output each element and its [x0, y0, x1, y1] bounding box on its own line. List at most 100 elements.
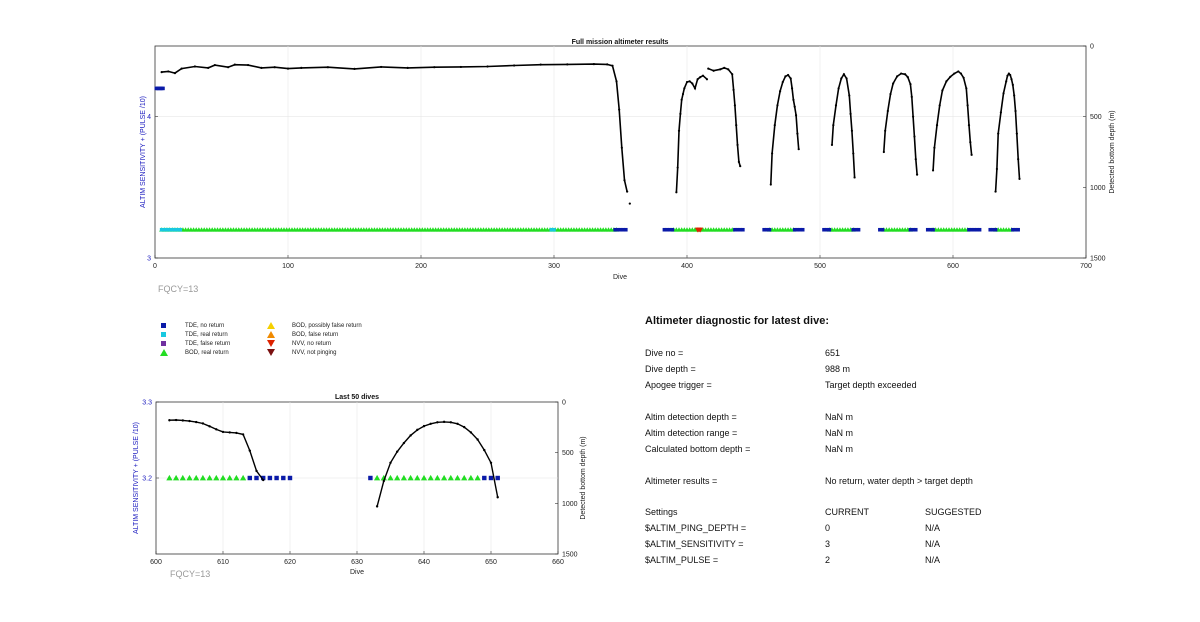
depth-point [1015, 132, 1018, 135]
depth-point [442, 420, 446, 424]
square-marker [662, 227, 667, 232]
square-marker [1011, 227, 1015, 232]
depth-point [1010, 78, 1013, 81]
depth-point [832, 124, 835, 127]
square-marker [281, 475, 286, 481]
diag-label: Altim detection depth = [645, 412, 737, 422]
main-ticks: 0 100 200 300 400 500 600 700 3 4 0 500 1000 1500 [147, 44, 1106, 271]
depth-point [900, 72, 903, 75]
settings-header-suggested: SUGGESTED [925, 507, 982, 517]
depth-point [840, 77, 843, 80]
triangle-up-marker [226, 474, 233, 481]
square-marker [822, 227, 826, 232]
square-marker [616, 227, 620, 232]
last50-x-axis-label: Dive [350, 569, 364, 576]
depth-point [707, 67, 710, 70]
depth-point [195, 420, 198, 424]
depth-point [850, 129, 854, 132]
depth-point [496, 496, 499, 499]
square-marker [911, 227, 915, 232]
depth-point [235, 431, 238, 435]
y-tick-label: 3 [147, 256, 151, 263]
depth-point [676, 166, 679, 169]
depth-point [999, 111, 1002, 114]
setting-name: $ALTIM_PING_DEPTH = [645, 523, 747, 533]
depth-point [769, 183, 772, 186]
depth-point [969, 141, 972, 144]
square-marker [977, 227, 982, 232]
triangle-up-marker [166, 474, 173, 481]
square-marker [482, 475, 487, 481]
depth-point [227, 66, 230, 69]
depth-point [842, 73, 846, 76]
depth-point [375, 505, 379, 508]
square-marker [621, 227, 625, 232]
depth-point [779, 90, 782, 93]
last50-fqcy-label: FQCY=13 [170, 569, 211, 579]
square-marker [972, 227, 977, 232]
main-marks [154, 62, 1021, 233]
depth-point [623, 179, 626, 182]
square-marker [624, 227, 628, 232]
legend-label: NVV, not pinging [292, 350, 337, 356]
square-marker [988, 227, 993, 232]
depth-point [167, 70, 170, 73]
depth-point [849, 112, 852, 115]
depth-point [626, 190, 629, 193]
depth-point [489, 461, 493, 464]
depth-point [882, 150, 885, 154]
square-marker [854, 227, 858, 232]
triangle-down-marker-icon [267, 349, 275, 356]
depth-point [681, 92, 685, 96]
x-tick-label: 700 [1080, 263, 1092, 270]
depth-point [628, 202, 631, 205]
square-marker [1013, 227, 1018, 232]
depth-point [735, 124, 738, 127]
depth-point [160, 71, 163, 74]
diag-label: Apogee trigger = [645, 380, 712, 390]
y-tick-label: 4 [147, 114, 151, 121]
depth-point [789, 77, 792, 80]
x-tick-label: 620 [284, 559, 296, 566]
depth-point [884, 129, 887, 132]
square-marker [287, 475, 293, 481]
depth-point [913, 135, 916, 138]
depth-point [207, 66, 210, 70]
square-marker [792, 227, 797, 232]
triangle-down-marker [697, 227, 704, 233]
depth-point [793, 105, 796, 108]
depth-trace-line [831, 72, 856, 178]
triangle-up-marker [172, 474, 180, 481]
depth-point [910, 95, 913, 98]
diag-value: 988 m [825, 364, 851, 374]
square-marker [991, 227, 995, 232]
x-tick-label: 200 [415, 263, 427, 270]
depth-point [1013, 94, 1016, 97]
x-tick-label: 600 [947, 263, 959, 270]
depth-point [892, 82, 895, 85]
legend-label: BOD, false return [292, 332, 339, 338]
setting-current: 0 [825, 523, 831, 533]
last50-chart-title: Last 50 dives [335, 394, 379, 401]
depth-point [909, 83, 912, 86]
depth-point [962, 76, 965, 79]
setting-suggested: N/A [925, 539, 941, 549]
depth-point [247, 63, 250, 67]
square-marker [851, 227, 856, 232]
depth-point [912, 115, 915, 118]
depth-point [273, 66, 276, 69]
x-tick-label: 400 [681, 263, 693, 270]
depth-point [915, 173, 919, 176]
triangle-up-marker [233, 474, 240, 481]
depth-point [1011, 83, 1014, 86]
depth-point [406, 66, 409, 70]
square-marker [765, 227, 769, 232]
depth-point [476, 438, 479, 441]
y-right-tick-label: 0 [1090, 44, 1094, 51]
triangle-up-marker [219, 474, 227, 481]
triangle-up-marker [474, 474, 481, 481]
square-marker [247, 475, 253, 481]
square-marker [667, 227, 672, 232]
square-marker-icon [161, 332, 166, 337]
square-marker [175, 227, 180, 232]
